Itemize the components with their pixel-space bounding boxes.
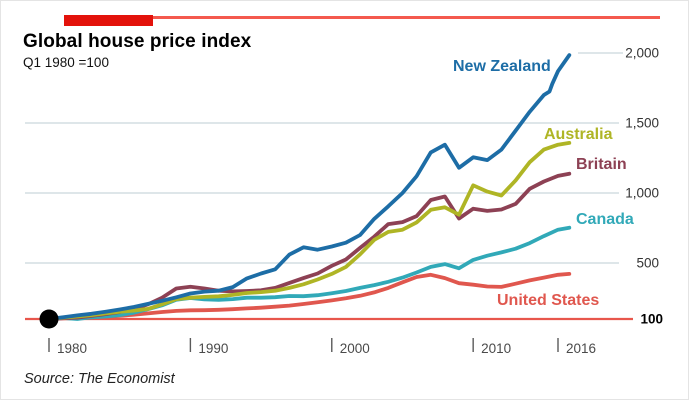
- brand-red-tab: [64, 15, 153, 26]
- series-label-united-states: United States: [497, 292, 600, 309]
- x-axis-label: 2016: [566, 341, 596, 356]
- series-label-britain: Britain: [576, 156, 627, 173]
- source-credit: Source: The Economist: [24, 371, 175, 387]
- x-axis-label: 1990: [198, 341, 228, 356]
- chart-title: Global house price index: [23, 31, 252, 52]
- series-line-united-states: [47, 271, 572, 321]
- y-axis-label: 500: [636, 256, 659, 271]
- chart-subtitle: Q1 1980 =100: [23, 55, 109, 70]
- x-axis-label: 1980: [57, 341, 87, 356]
- x-axis-label: 2000: [340, 341, 370, 356]
- x-axis-label: 2010: [481, 341, 511, 356]
- y-axis-label: 1,000: [625, 186, 659, 201]
- y-axis-label: 100: [640, 312, 663, 327]
- series-line-australia: [47, 140, 572, 321]
- y-axis-label: 2,000: [625, 46, 659, 61]
- series-label-australia: Australia: [544, 126, 613, 143]
- series-label-canada: Canada: [576, 211, 634, 228]
- y-axis-label: 1,500: [625, 116, 659, 131]
- series-line-canada: [47, 225, 572, 321]
- series-label-new-zealand: New Zealand: [453, 58, 551, 75]
- top-rule: [64, 16, 660, 19]
- start-dot: [39, 309, 59, 329]
- series-line-new-zealand: [47, 53, 572, 321]
